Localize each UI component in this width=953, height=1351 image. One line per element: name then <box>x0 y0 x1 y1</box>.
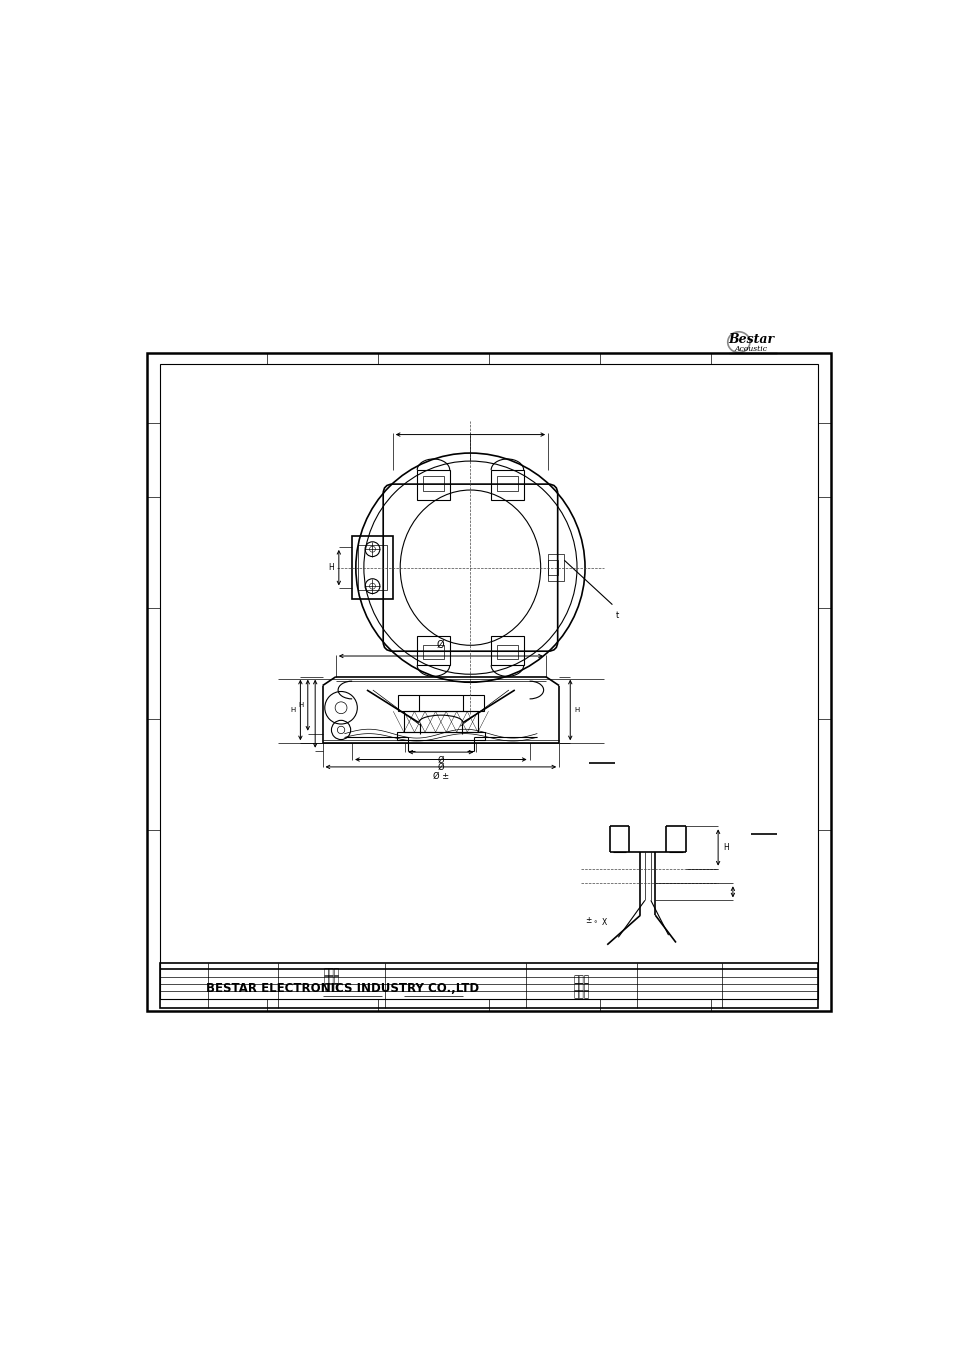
Text: H: H <box>328 563 334 573</box>
Text: ±: ± <box>584 916 591 925</box>
Bar <box>397 696 483 712</box>
Text: Ø: Ø <box>437 763 444 773</box>
Text: BESTAR ELECTRONICS INDUSTRY CO.,LTD: BESTAR ELECTRONICS INDUSTRY CO.,LTD <box>206 982 479 994</box>
Text: Acoustic: Acoustic <box>734 345 767 353</box>
Text: 汪风声: 汪风声 <box>573 975 589 985</box>
Bar <box>423 476 443 490</box>
Text: H: H <box>574 707 579 713</box>
Bar <box>491 470 523 500</box>
Text: 汪风声: 汪风声 <box>323 969 339 977</box>
Bar <box>416 636 449 665</box>
Bar <box>147 353 830 1012</box>
Bar <box>160 963 817 1008</box>
Text: °: ° <box>593 921 596 928</box>
Text: 汪风声: 汪风声 <box>323 975 339 985</box>
Bar <box>396 732 485 739</box>
Text: Ø: Ø <box>436 640 444 650</box>
Bar <box>423 644 443 659</box>
Text: X: X <box>601 919 607 927</box>
Bar <box>547 561 558 576</box>
Bar <box>352 536 393 598</box>
Bar <box>547 554 564 581</box>
Text: H: H <box>722 843 728 852</box>
Text: Ø: Ø <box>437 755 444 765</box>
Text: Bestar: Bestar <box>727 332 774 346</box>
Text: t: t <box>615 611 618 620</box>
Bar <box>497 644 517 659</box>
Text: H: H <box>290 707 294 713</box>
Bar <box>357 544 387 590</box>
Bar <box>497 476 517 490</box>
Text: 王 平: 王 平 <box>325 984 338 992</box>
Bar <box>491 636 523 665</box>
Bar <box>160 365 817 998</box>
Text: Ø ±: Ø ± <box>433 771 449 781</box>
Text: 王文邦: 王文邦 <box>573 984 589 992</box>
Text: 程久生: 程久生 <box>573 990 589 1000</box>
Bar <box>416 470 449 500</box>
Bar <box>403 712 477 732</box>
Text: H: H <box>298 703 304 708</box>
